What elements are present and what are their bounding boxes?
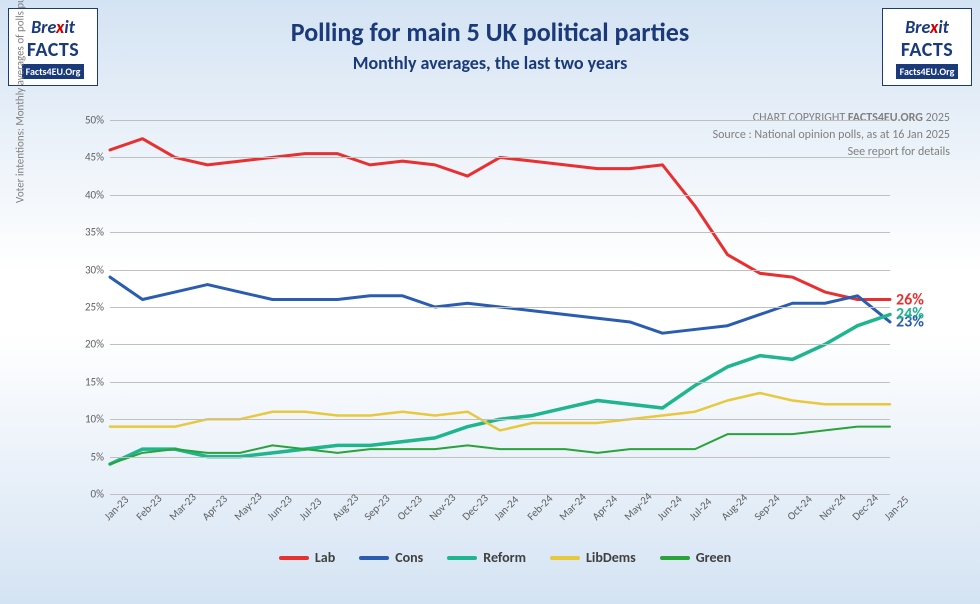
legend-label: LibDems [586, 549, 636, 566]
series-line-lab [110, 139, 890, 300]
y-tick-label: 35% [85, 226, 110, 239]
series-line-libdems [110, 393, 890, 430]
series-line-cons [110, 277, 890, 333]
legend-swatch [660, 556, 690, 560]
x-tick-label: Mar-24 [557, 491, 589, 523]
x-tick-label: Jan-24 [492, 493, 522, 523]
legend-label: Cons [395, 549, 423, 566]
legend-item-lab: Lab [279, 549, 335, 566]
y-tick-label: 45% [85, 151, 110, 164]
legend-item-reform: Reform [447, 549, 526, 566]
legend-label: Reform [483, 549, 526, 566]
x-tick-label: Mar-23 [166, 491, 198, 523]
chart-title: Polling for main 5 UK political parties [0, 16, 980, 48]
series-line-reform [110, 314, 890, 464]
logo-facts-text: FACTS [901, 38, 953, 62]
logo-url: Facts4EU.Org [22, 64, 85, 79]
x-tick-label: Jul-23 [297, 495, 325, 523]
y-tick-label: 10% [85, 413, 110, 426]
brexit-facts-logo-right: Brexit FACTS Facts4EU.Org [882, 8, 972, 86]
x-tick-label: Jul-24 [687, 495, 715, 523]
x-tick-label: Apr-23 [199, 492, 230, 523]
y-tick-label: 15% [85, 375, 110, 388]
x-tick-label: Apr-24 [589, 492, 620, 523]
grid-line [110, 344, 890, 345]
y-tick-label: 50% [85, 114, 110, 127]
grid-line [110, 457, 890, 458]
series-line-green [110, 427, 890, 464]
x-tick-label: Jun-23 [264, 493, 294, 523]
legend-item-green: Green [660, 549, 731, 566]
legend-swatch [550, 556, 580, 560]
grid-line [110, 157, 890, 158]
logo-url: Facts4EU.Org [896, 64, 959, 79]
x-tick-label: Nov-23 [427, 491, 459, 523]
logo-brexit-text: Brexit [905, 16, 949, 38]
grid-line [110, 419, 890, 420]
logo-brexit-text: Brexit [31, 16, 75, 38]
x-tick-label: Oct-23 [394, 493, 424, 523]
legend-swatch [359, 556, 389, 560]
chart-area: Voter intentions: Monthly averages of po… [50, 110, 960, 574]
y-tick-label: 20% [85, 338, 110, 351]
grid-line [110, 120, 890, 121]
legend-item-libdems: LibDems [550, 549, 636, 566]
x-tick-label: Feb-23 [134, 492, 165, 523]
chart-legend: Lab Cons Reform LibDems Green [50, 549, 960, 566]
legend-swatch [279, 556, 309, 560]
y-tick-label: 5% [91, 450, 110, 463]
grid-line [110, 232, 890, 233]
x-tick-label: Feb-24 [524, 492, 555, 523]
legend-label: Green [696, 549, 731, 566]
x-tick-label: Dec-24 [849, 492, 880, 523]
chart-subtitle: Monthly averages, the last two years [0, 52, 980, 74]
y-tick-label: 40% [85, 188, 110, 201]
end-label-reform: 24% [890, 305, 924, 324]
x-tick-label: Oct-24 [784, 493, 814, 523]
legend-swatch [447, 556, 477, 560]
y-tick-label: 0% [91, 488, 110, 501]
grid-line [110, 382, 890, 383]
y-axis-title: Voter intentions: Monthly averages of po… [14, 0, 27, 203]
y-tick-label: 30% [85, 263, 110, 276]
legend-label: Lab [315, 549, 335, 566]
x-tick-label: Dec-23 [459, 492, 490, 523]
x-tick-label: Jun-24 [654, 493, 684, 523]
x-tick-label: Nov-24 [817, 491, 849, 523]
logo-facts-text: FACTS [27, 38, 79, 62]
legend-item-cons: Cons [359, 549, 423, 566]
x-tick-label: Sep-23 [361, 492, 392, 523]
x-tick-label: Aug-24 [719, 491, 751, 523]
x-tick-label: Aug-23 [329, 491, 361, 523]
y-tick-label: 25% [85, 301, 110, 314]
x-tick-label: Jan-25 [882, 493, 912, 523]
grid-line [110, 270, 890, 271]
x-tick-label: Sep-24 [752, 492, 783, 523]
plot-region: 0%5%10%15%20%25%30%35%40%45%50%Jan-23Feb… [110, 120, 890, 494]
chart-title-block: Polling for main 5 UK political parties … [0, 0, 980, 74]
grid-line [110, 195, 890, 196]
grid-line [110, 307, 890, 308]
